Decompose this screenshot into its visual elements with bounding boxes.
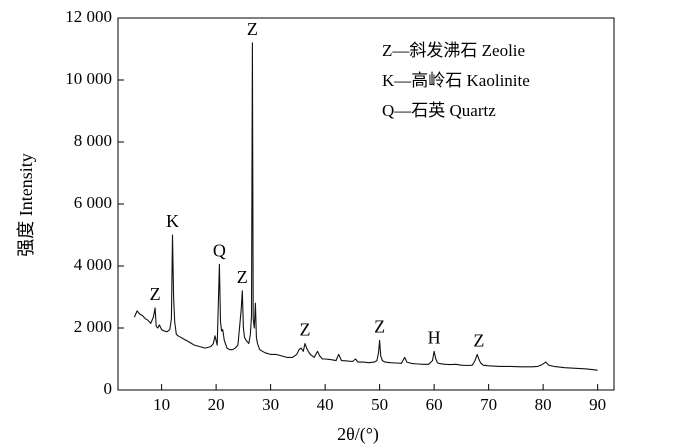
legend-entry: Q—石英 Quartz [382, 101, 496, 120]
x-tick-label: 10 [153, 395, 170, 414]
x-tick-label: 50 [371, 395, 388, 414]
y-tick-label: 2 000 [74, 317, 112, 336]
series-line [133, 42, 598, 371]
x-tick-label: 40 [317, 395, 334, 414]
peak-label: Z [299, 320, 310, 340]
peak-label: Z [374, 316, 385, 336]
peak-label: H [428, 327, 441, 347]
y-tick-label: 12 000 [65, 7, 112, 26]
legend-entry: Z—斜发沸石 Zeolie [382, 41, 525, 60]
x-tick-label: 80 [535, 395, 552, 414]
plot-frame [117, 17, 615, 391]
peak-label: Z [237, 267, 248, 287]
y-tick-label: 10 000 [65, 69, 112, 88]
peak-label: Z [473, 330, 484, 350]
peak-label: K [166, 211, 179, 231]
peak-label: Z [150, 284, 161, 304]
peak-label: Q [213, 240, 226, 260]
peak-label: Z [247, 19, 258, 39]
x-axis-title: 2θ/(°) [337, 424, 379, 445]
x-tick-label: 70 [480, 395, 497, 414]
y-tick-label: 8 000 [74, 131, 112, 150]
y-tick-label: 4 000 [74, 255, 112, 274]
x-tick-label: 90 [589, 395, 606, 414]
x-tick-label: 30 [262, 395, 279, 414]
y-axis-title: 强度 Intensity [16, 153, 36, 257]
x-tick-label: 60 [426, 395, 443, 414]
legend-entry: K—高岭石 Kaolinite [382, 71, 530, 90]
x-tick-label: 20 [208, 395, 225, 414]
y-tick-label: 6 000 [74, 193, 112, 212]
y-tick-label: 0 [104, 379, 113, 398]
